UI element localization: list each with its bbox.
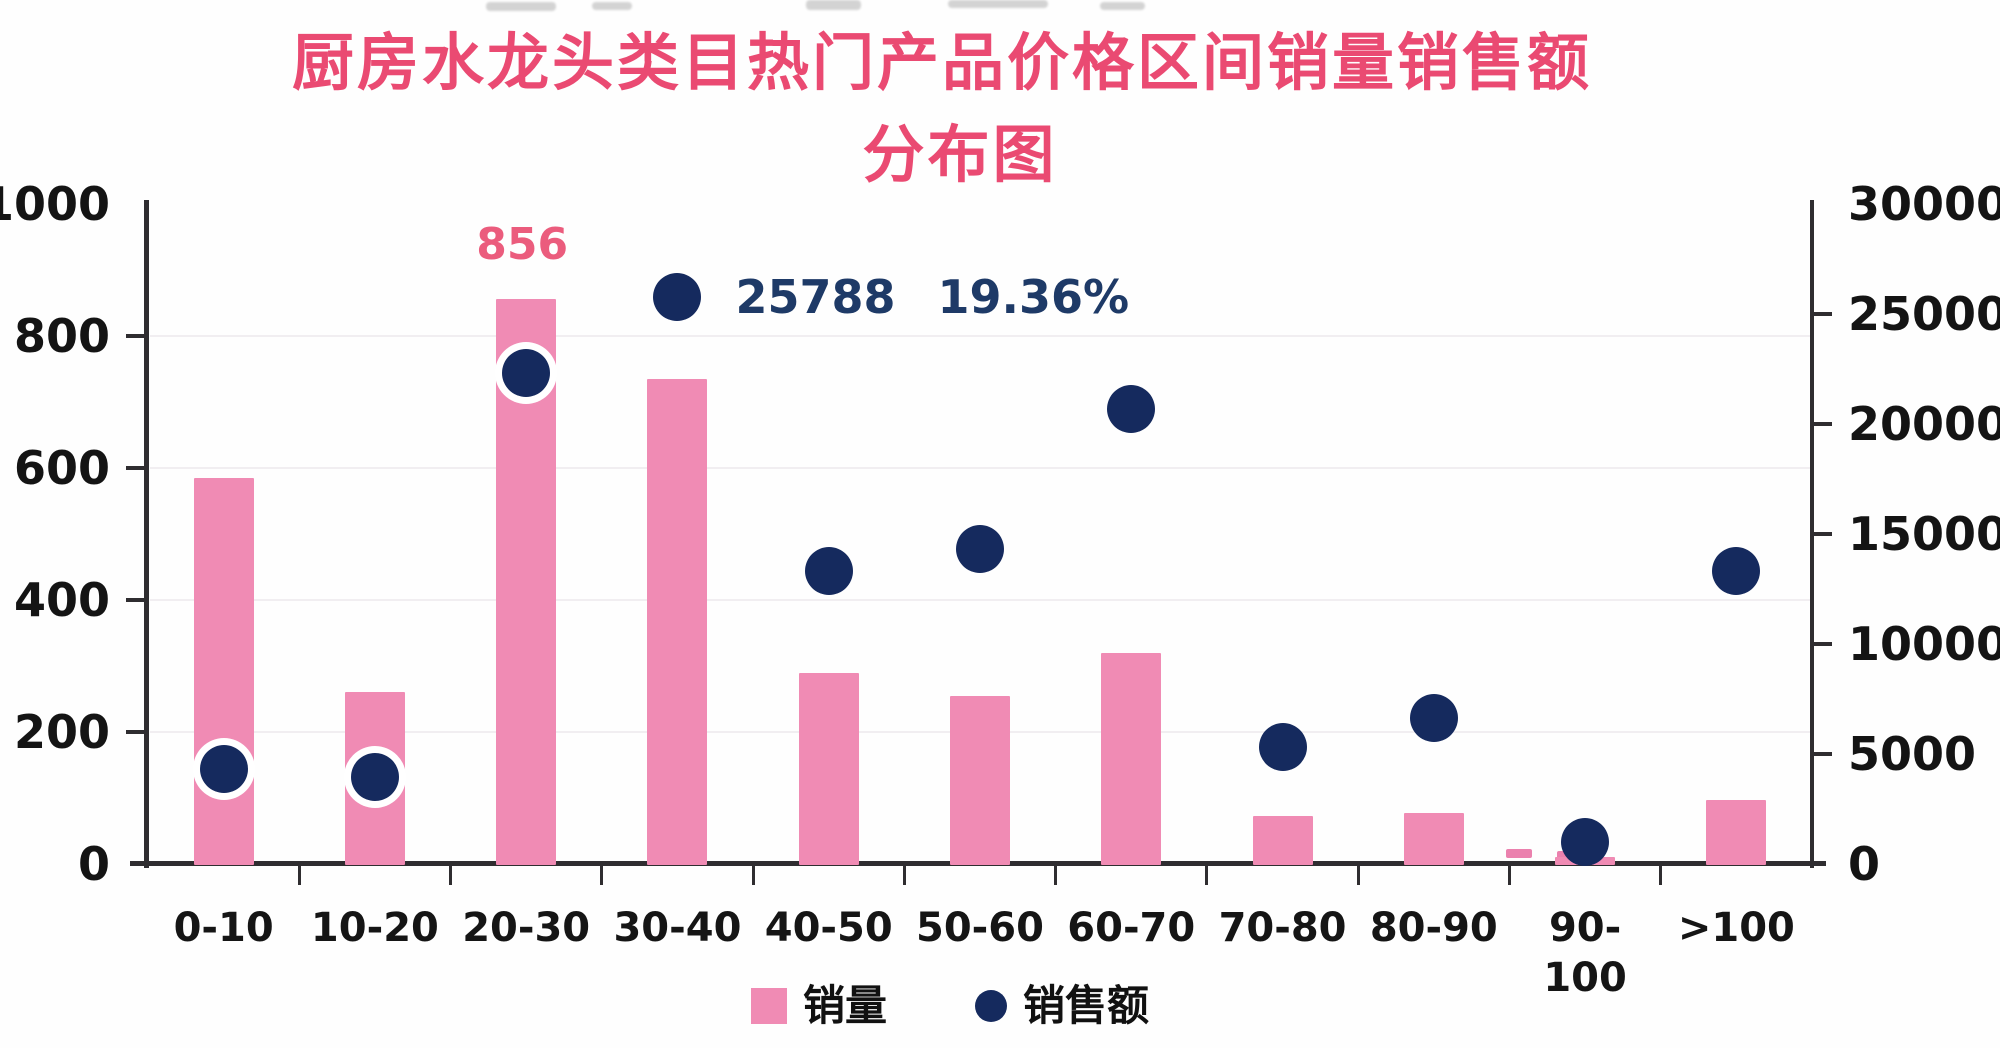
x-axis-category-label: 40-50 — [764, 905, 893, 951]
x-axis-category-label: 0-10 — [173, 905, 274, 951]
gridline — [150, 599, 1810, 601]
legend-item-sales-volume: 销量 — [750, 976, 887, 1036]
artifact-smudge — [592, 2, 632, 10]
y-axis-right-tick — [1812, 312, 1832, 316]
bar-80-90 — [1403, 812, 1464, 865]
y-axis-right-tick-label: 30000 — [1848, 177, 2000, 231]
x-axis-tick — [297, 864, 301, 885]
dot-annotation-percent: 19.36% — [937, 269, 1130, 324]
legend: 销量 销售额 — [620, 976, 1280, 1036]
x-axis-tick — [1205, 864, 1209, 885]
dot-50-60 — [956, 525, 1004, 574]
artifact-smudge — [806, 0, 861, 10]
y-axis-left-tick-label: 400 — [13, 573, 110, 627]
y-axis-right-tick-label: 25000 — [1848, 287, 2000, 341]
y-axis-right-tick-label: 10000 — [1848, 617, 2000, 671]
chart-title-line1: 厨房水龙头类目热门产品价格区间销量销售额 — [291, 26, 1592, 99]
artifact-smudge — [1100, 2, 1145, 10]
bar-50-60 — [950, 695, 1010, 865]
dot-series-swatch-icon — [975, 990, 1007, 1022]
y-axis-right-tick-label: 5000 — [1848, 727, 1977, 781]
y-axis-right-tick-label: 20000 — [1848, 397, 2000, 451]
artifact-smudge — [948, 0, 1048, 8]
y-axis-left-tick — [126, 466, 146, 470]
gridline — [150, 467, 1810, 469]
gridline — [150, 335, 1810, 337]
x-axis-category-label: 90-100 — [1543, 905, 1627, 1001]
x-axis-tick — [751, 864, 755, 885]
x-axis-category-label: 50-60 — [916, 905, 1044, 951]
y-axis-left-tick-label: 1000 — [0, 177, 110, 231]
x-axis-tick — [1507, 864, 1511, 885]
artifact-smudge — [486, 2, 556, 11]
dot-10-20 — [350, 753, 399, 802]
dot-60-70 — [1107, 384, 1156, 433]
dot-30-40 — [653, 272, 702, 321]
x-axis-tick — [1054, 864, 1058, 885]
x-axis-tick — [449, 864, 453, 885]
legend-label-sales-volume: 销量 — [802, 981, 887, 1030]
chart-title-line2: 分布图 — [862, 118, 1058, 191]
x-axis-category-label: 70-80 — [1218, 905, 1347, 951]
dot-70-80 — [1258, 723, 1307, 772]
artifact-smudge — [1506, 849, 1532, 858]
x-axis-tick — [902, 864, 906, 885]
x-axis-tick — [600, 864, 604, 885]
bar-series-swatch-icon — [750, 988, 787, 1024]
y-axis-left-line — [144, 200, 149, 868]
y-axis-left-tick-label: 0 — [77, 837, 110, 891]
y-axis-right-tick — [1812, 532, 1832, 536]
y-axis-left-tick — [126, 598, 146, 602]
y-axis-right-tick — [1812, 642, 1832, 646]
bar-40-50 — [798, 672, 859, 865]
x-axis-category-label: 10-20 — [310, 905, 439, 951]
y-axis-right-tick-label: 0 — [1848, 837, 1881, 891]
x-axis-tick — [1356, 864, 1360, 885]
x-axis-category-label: 30-40 — [613, 905, 742, 951]
dot-40-50 — [804, 547, 853, 596]
dot-0-10 — [199, 745, 248, 794]
bar-70-80 — [1252, 816, 1313, 865]
y-axis-right-tick — [1812, 752, 1832, 756]
x-axis-category-label: 20-30 — [462, 905, 591, 951]
y-axis-left-tick-label: 600 — [13, 441, 110, 495]
y-axis-right-tick-label: 15000 — [1848, 507, 2000, 561]
dot-20-30 — [502, 349, 551, 398]
x-axis-category-label: 80-90 — [1369, 905, 1498, 951]
x-axis-category-label: 60-70 — [1067, 905, 1196, 951]
bar-60-70 — [1101, 652, 1162, 865]
bar-30-40 — [647, 378, 708, 865]
bar-0-10 — [193, 477, 254, 865]
dot-90-100 — [1561, 818, 1610, 866]
y-axis-left-tick-label: 800 — [13, 309, 110, 363]
legend-label-sales-amount: 销售额 — [1023, 981, 1150, 1030]
y-axis-right-tick — [1812, 422, 1832, 426]
y-axis-left-tick-label: 200 — [13, 705, 110, 759]
legend-item-sales-amount: 销售额 — [975, 976, 1149, 1036]
dot-80-90 — [1409, 693, 1458, 742]
dot-value-annotation: 25788 19.36% — [735, 270, 1171, 324]
bar->100 — [1706, 799, 1767, 865]
x-axis-category-label: >100 — [1677, 905, 1795, 951]
dot-annotation-value: 25788 — [735, 269, 896, 324]
bar-value-label: 856 — [476, 219, 569, 271]
y-axis-left-tick — [126, 730, 146, 734]
dot->100 — [1712, 547, 1761, 596]
x-axis-tick — [1659, 864, 1663, 885]
y-axis-left-tick — [126, 334, 146, 338]
